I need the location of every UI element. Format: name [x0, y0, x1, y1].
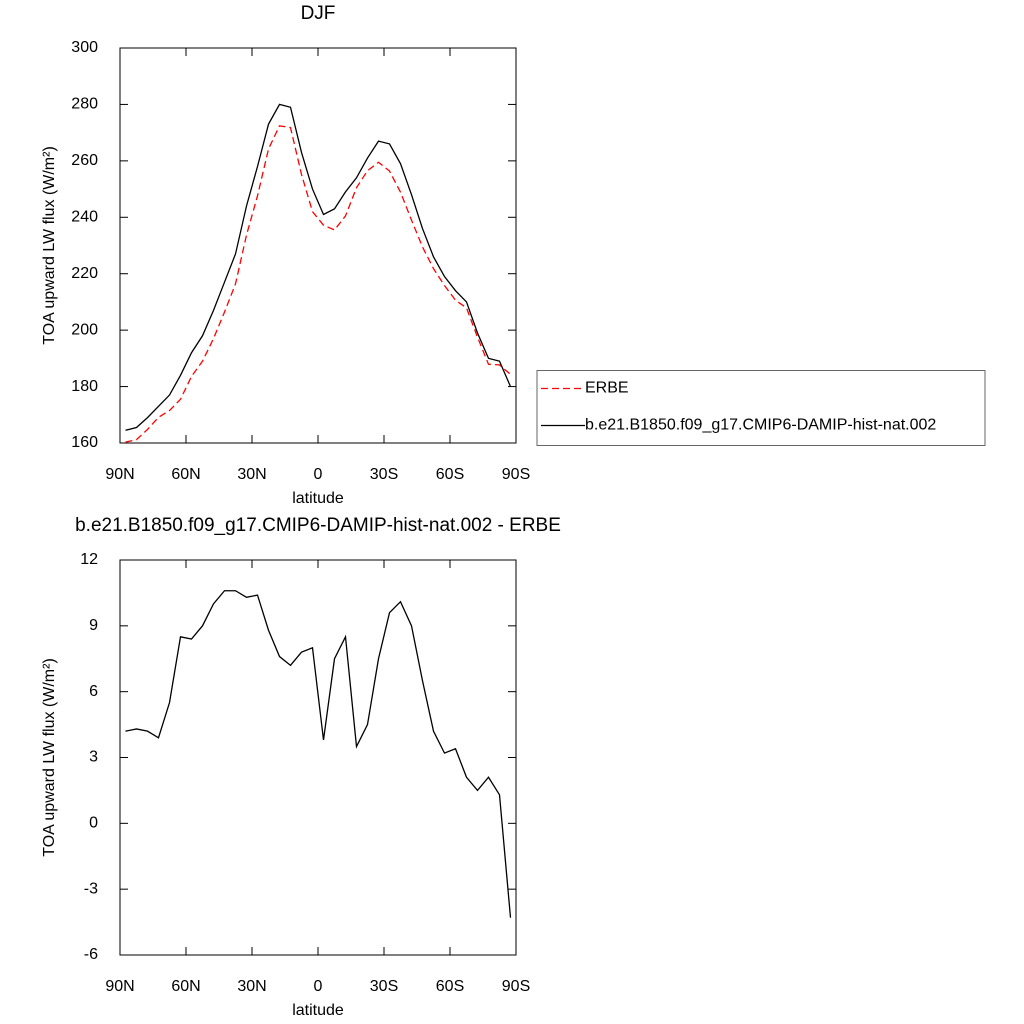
y-tick-label: 300	[71, 39, 98, 56]
y-axis-label: TOA upward LW flux (W/m²)	[41, 146, 58, 345]
x-tick-label: 0	[314, 466, 323, 483]
y-tick-label: -3	[84, 880, 98, 897]
legend-box	[536, 370, 986, 446]
y-tick-label: 3	[89, 749, 98, 766]
x-axis-label: latitude	[292, 490, 344, 507]
x-axis-label: latitude	[292, 1002, 344, 1019]
x-tick-label: 60S	[436, 978, 464, 995]
legend-label: b.e21.B1850.f09_g17.CMIP6-DAMIP-hist-nat…	[585, 417, 936, 434]
x-tick-label: 90S	[502, 978, 530, 995]
y-tick-label: 180	[71, 378, 98, 395]
legend-label: ERBE	[585, 380, 629, 397]
x-tick-label: 60S	[436, 466, 464, 483]
plot-frame	[119, 559, 517, 956]
x-tick-label: 60N	[171, 466, 200, 483]
line	[125, 125, 511, 443]
x-tick-label: 90N	[105, 466, 134, 483]
y-tick-label: 160	[71, 434, 98, 451]
y-tick-label: 12	[80, 551, 98, 568]
chart-title: b.e21.B1850.f09_g17.CMIP6-DAMIP-hist-nat…	[75, 515, 561, 536]
y-tick-label: 220	[71, 265, 98, 282]
x-tick-label: 30N	[237, 978, 266, 995]
y-tick-label: 6	[89, 683, 98, 700]
y-tick-label: 280	[71, 96, 98, 113]
x-tick-label: 30N	[237, 466, 266, 483]
y-tick-label: -6	[84, 946, 98, 963]
x-tick-label: 60N	[171, 978, 200, 995]
y-tick-label: 200	[71, 321, 98, 338]
y-tick-label: 260	[71, 152, 98, 169]
x-tick-label: 0	[314, 978, 323, 995]
y-axis-label: TOA upward LW flux (W/m²)	[41, 658, 58, 857]
y-tick-label: 9	[89, 617, 98, 634]
x-tick-label: 30S	[370, 466, 398, 483]
plot-frame	[119, 47, 517, 444]
line	[125, 103, 512, 431]
x-tick-label: 90N	[105, 978, 134, 995]
chart-title: DJF	[301, 3, 336, 24]
x-tick-label: 30S	[370, 978, 398, 995]
line	[125, 590, 512, 918]
x-tick-label: 90S	[502, 466, 530, 483]
y-tick-label: 0	[89, 815, 98, 832]
y-tick-label: 240	[71, 209, 98, 226]
